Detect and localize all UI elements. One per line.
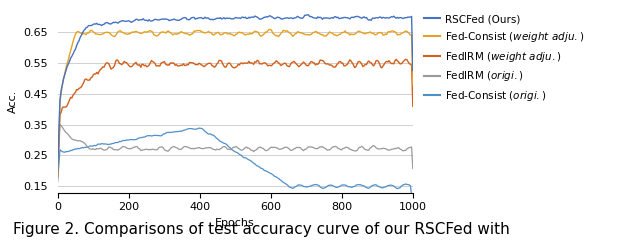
Y-axis label: Acc.: Acc. [8,90,17,113]
Text: Figure 2. Comparisons of test accuracy curve of our RSCFed with: Figure 2. Comparisons of test accuracy c… [13,222,509,237]
Legend: RSCFed (Ours), Fed-Consist $(\mathit{weight\ adju.})$, FedIRM $(\mathit{weight\ : RSCFed (Ours), Fed-Consist $(\mathit{wei… [420,10,588,107]
X-axis label: Epochs: Epochs [215,218,255,228]
